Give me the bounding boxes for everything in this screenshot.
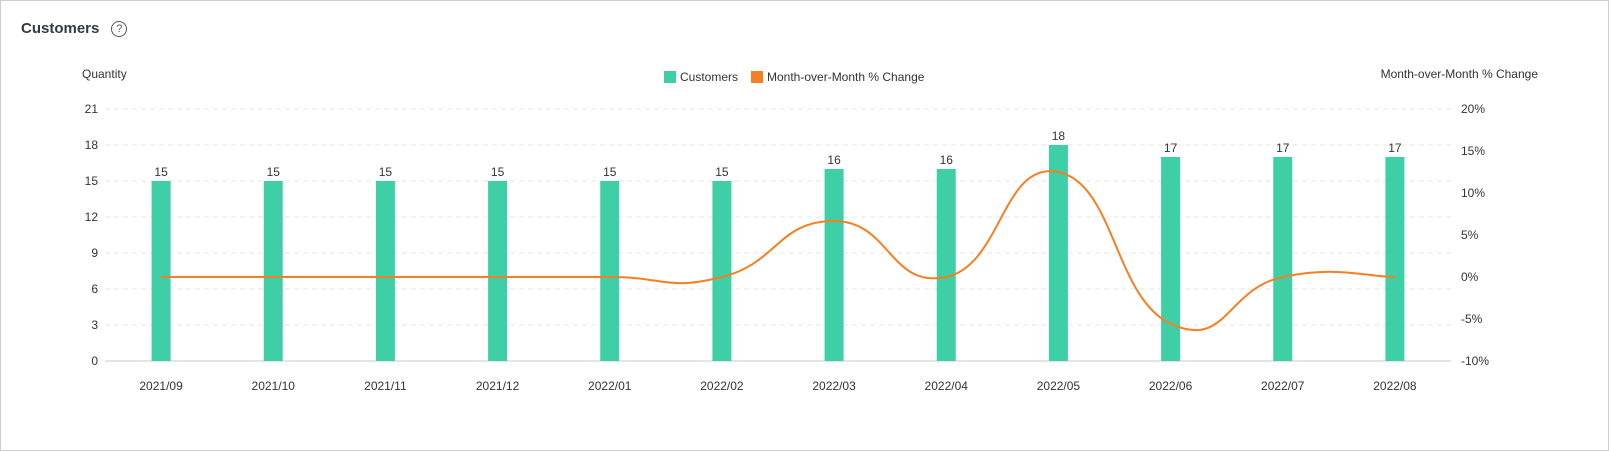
bar-data-label: 16 [940,153,954,167]
panel-header: Customers ? [21,20,128,37]
y-tick-label: 0 [91,354,98,368]
bar-data-label: 15 [715,165,729,179]
bar [1161,157,1181,361]
bar-data-label: 17 [1388,141,1402,155]
y-tick-label: 15 [85,174,99,188]
y-right-axis-title: Month-over-Month % Change [1381,67,1539,81]
bar [600,181,620,361]
bar [263,181,283,361]
x-tick-label: 2022/08 [1373,379,1417,393]
bar-data-label: 15 [491,165,505,179]
panel-title: Customers [21,20,100,37]
bar [1385,157,1405,361]
y-right-tick-label: 5% [1461,228,1479,242]
y-right-tick-label: 10% [1461,186,1485,200]
y-right-tick-label: 0% [1461,270,1479,284]
x-tick-label: 2022/03 [812,379,856,393]
y-tick-label: 9 [91,246,98,260]
x-tick-label: 2022/07 [1261,379,1305,393]
bar [151,181,171,361]
bar [375,181,395,361]
bar [936,169,956,361]
y-tick-label: 12 [85,210,99,224]
x-tick-label: 2022/01 [588,379,632,393]
x-tick-label: 2022/02 [700,379,744,393]
question-circle-icon[interactable]: ? [111,20,128,37]
legend-swatch-mom-change [751,71,763,83]
x-tick-label: 2021/09 [139,379,183,393]
y-tick-label: 21 [85,102,99,116]
x-tick-label: 2021/10 [252,379,296,393]
bar-data-label: 16 [827,153,841,167]
y-tick-label: 6 [91,282,98,296]
bar-data-label: 17 [1164,141,1178,155]
y-right-tick-label: -10% [1461,354,1489,368]
x-tick-label: 2022/05 [1037,379,1081,393]
bar [1048,145,1068,361]
legend-label-customers: Customers [680,70,738,84]
x-tick-label: 2021/11 [364,379,407,393]
bar-data-label: 17 [1276,141,1290,155]
bar-data-label: 15 [154,165,168,179]
mom-change-line [161,170,1395,331]
y-axis-title: Quantity [82,67,127,81]
bar [488,181,508,361]
bar-data-label: 15 [267,165,281,179]
y-right-tick-label: 20% [1461,102,1485,116]
y-tick-label: 18 [85,138,99,152]
bar [1273,157,1293,361]
bar [712,181,732,361]
x-tick-label: 2022/04 [925,379,969,393]
legend-label-mom-change: Month-over-Month % Change [767,70,925,84]
y-right-tick-label: 15% [1461,144,1485,158]
y-right-tick-label: -5% [1461,312,1483,326]
bar-data-label: 18 [1052,129,1066,143]
legend-swatch-customers [664,71,676,83]
x-tick-label: 2022/06 [1149,379,1193,393]
bar-data-label: 15 [379,165,393,179]
y-tick-label: 3 [91,318,98,332]
bar [824,169,844,361]
x-tick-label: 2021/12 [476,379,520,393]
bar-data-label: 15 [603,165,617,179]
